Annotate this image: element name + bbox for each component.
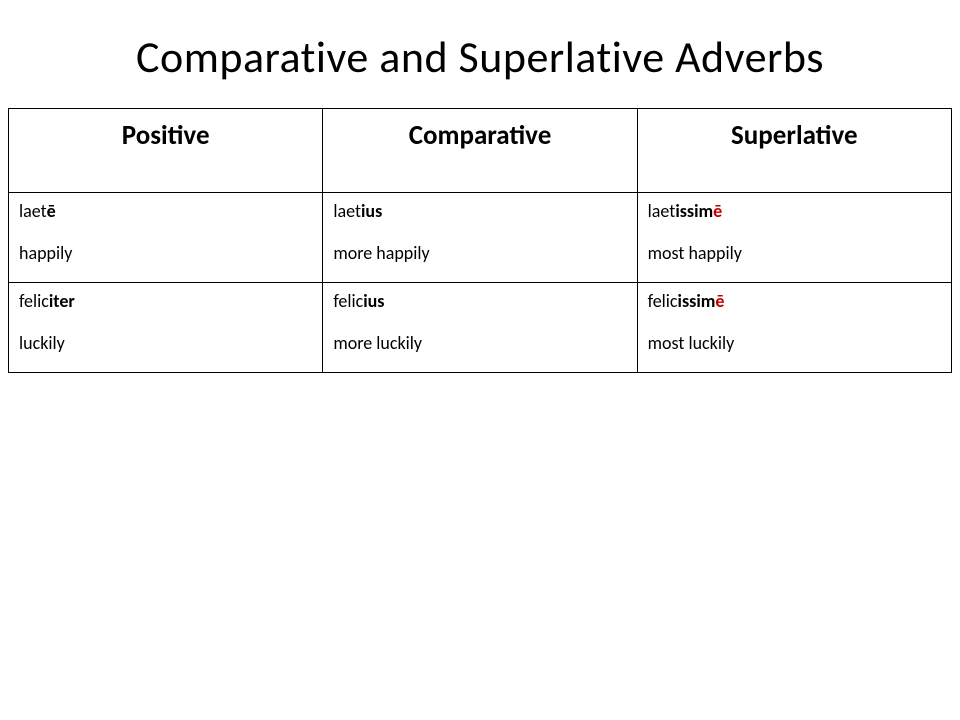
cell-positive: feliciter luckily (9, 283, 323, 373)
latin-word: laetē (19, 201, 312, 223)
english-gloss: most happily (648, 243, 941, 265)
latin-word: laetius (333, 201, 626, 223)
col-header-comparative: Comparative (323, 109, 637, 193)
table-header-row: Positive Comparative Superlative (9, 109, 952, 193)
cell-comparative: felicius more luckily (323, 283, 637, 373)
col-header-superlative: Superlative (637, 109, 951, 193)
latin-word: felicius (333, 291, 626, 313)
english-gloss: luckily (19, 333, 312, 355)
cell-comparative: laetius more happily (323, 193, 637, 283)
adverbs-table: Positive Comparative Superlative laetē h… (8, 108, 952, 373)
english-gloss: more happily (333, 243, 626, 265)
cell-positive: laetē happily (9, 193, 323, 283)
slide: Comparative and Superlative Adverbs Posi… (0, 0, 960, 720)
page-title: Comparative and Superlative Adverbs (8, 30, 952, 84)
cell-superlative: felicissimē most luckily (637, 283, 951, 373)
english-gloss: most luckily (648, 333, 941, 355)
col-header-positive: Positive (9, 109, 323, 193)
latin-word: felicissimē (648, 291, 941, 313)
english-gloss: happily (19, 243, 312, 265)
table-row: laetē happily laetius more happily laeti… (9, 193, 952, 283)
latin-word: feliciter (19, 291, 312, 313)
english-gloss: more luckily (333, 333, 626, 355)
cell-superlative: laetissimē most happily (637, 193, 951, 283)
table-row: feliciter luckily felicius more luckily … (9, 283, 952, 373)
latin-word: laetissimē (648, 201, 941, 223)
